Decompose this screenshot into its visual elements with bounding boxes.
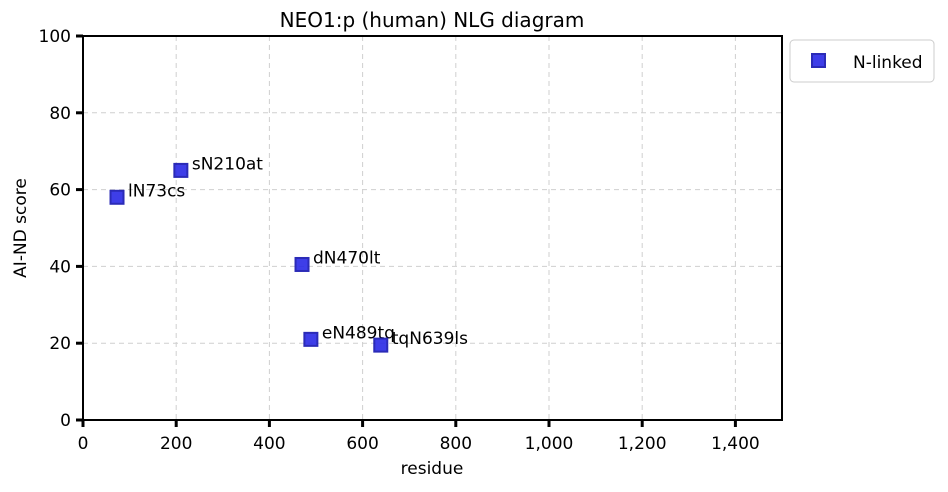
x-axis-label: residue [401, 459, 464, 479]
data-point [173, 162, 189, 178]
y-axis-label: AI-ND score [11, 178, 31, 278]
data-point [294, 256, 310, 272]
legend: N-linked [789, 39, 935, 83]
y-tick-label: 80 [49, 104, 71, 124]
point-label: lN73cs [128, 181, 185, 201]
x-tick-label: 1,400 [711, 434, 760, 454]
point-label: sN210at [192, 154, 263, 174]
data-point [373, 337, 389, 353]
y-tick-label: 60 [49, 181, 71, 201]
x-tick-label: 200 [160, 434, 192, 454]
legend-marker [811, 53, 826, 68]
chart-title: NEO1:p (human) NLG diagram [280, 8, 585, 32]
axis-ticks: 0 200 400 600 800 1,000 1,200 1,400 0 20 40 60 80 100 [39, 27, 760, 454]
data-point [109, 189, 125, 205]
y-tick-label: 40 [49, 257, 71, 277]
x-tick-label: 1,000 [525, 434, 574, 454]
y-tick-label: 0 [60, 411, 71, 431]
x-tick-label: 800 [440, 434, 472, 454]
y-tick-label: 20 [49, 334, 71, 354]
x-tick-label: 600 [346, 434, 378, 454]
point-label: dN470lt [313, 248, 381, 268]
x-tick-label: 400 [253, 434, 285, 454]
data-point [303, 331, 319, 347]
x-tick-label: 0 [78, 434, 89, 454]
legend-label: N-linked [853, 53, 923, 73]
point-label: tqN639ls [392, 329, 468, 349]
y-tick-label: 100 [39, 27, 71, 47]
grid [83, 36, 782, 420]
x-tick-label: 1,200 [618, 434, 667, 454]
plot-frame [82, 35, 783, 421]
legend-box [789, 39, 935, 83]
